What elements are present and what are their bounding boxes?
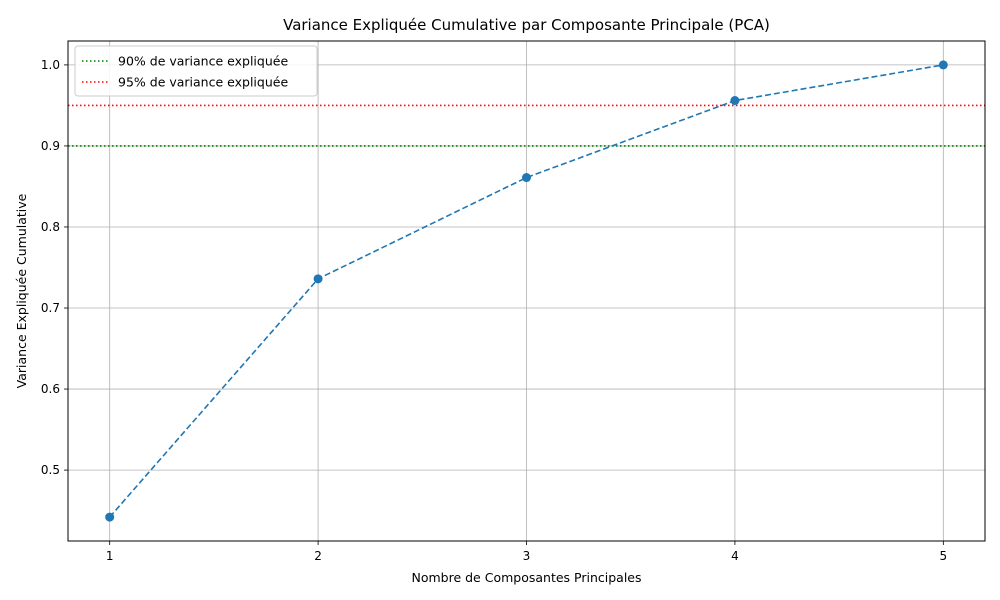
- chart-title: Variance Expliquée Cumulative par Compos…: [283, 16, 770, 34]
- y-tick-label: 0.5: [41, 463, 60, 477]
- data-point: [730, 96, 740, 106]
- data-point: [313, 274, 323, 284]
- x-tick-label: 2: [314, 549, 322, 563]
- legend: 90% de variance expliquée 95% de varianc…: [74, 45, 318, 97]
- y-tick-label: 0.8: [41, 220, 60, 234]
- data-point: [105, 512, 115, 522]
- y-tick-label: 1.0: [41, 58, 60, 72]
- x-tick-label: 5: [939, 549, 947, 563]
- series-layer: [105, 60, 948, 522]
- x-tick-label: 4: [731, 549, 739, 563]
- y-tick-label: 0.9: [41, 139, 60, 153]
- grid: [68, 41, 985, 541]
- legend-entry-95: 95% de variance expliquée: [118, 75, 288, 90]
- y-tick-label: 0.6: [41, 382, 60, 396]
- reference-lines: [68, 104, 985, 147]
- legend-entry-90: 90% de variance expliquée: [118, 54, 288, 69]
- data-point: [938, 60, 948, 70]
- x-axis-ticks: 1 2 3 4 5: [106, 541, 947, 563]
- series-line: [109, 64, 944, 518]
- y-axis-label: Variance Expliquée Cumulative: [14, 193, 29, 388]
- x-tick-label: 1: [106, 549, 114, 563]
- x-axis-label: Nombre de Composantes Principales: [411, 570, 641, 585]
- data-point: [522, 173, 531, 183]
- y-axis-ticks: 0.5 0.6 0.7 0.8 0.9 1.0: [41, 58, 68, 477]
- y-tick-label: 0.7: [41, 301, 60, 315]
- legend-box: [74, 45, 318, 97]
- x-tick-label: 3: [523, 549, 531, 563]
